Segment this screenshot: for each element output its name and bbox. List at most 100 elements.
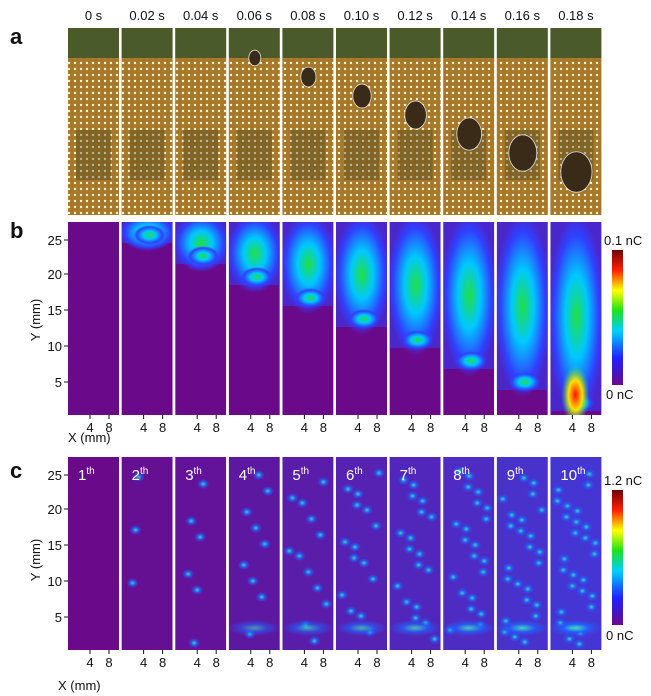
charge-band (550, 620, 602, 636)
charge-spot (132, 472, 145, 482)
heatmap (443, 222, 495, 415)
x-tick-label: 4 (569, 420, 576, 435)
heatmap (336, 222, 387, 415)
cycle-number: 3 (185, 467, 193, 484)
charge-spot (367, 574, 379, 584)
x-tick-label: 8 (159, 655, 166, 670)
charge-spot (463, 471, 476, 481)
charge-spot (469, 540, 482, 550)
charge-spot (308, 636, 321, 646)
charge-spot (453, 466, 466, 476)
charge-spot (373, 468, 385, 478)
charge-spot (471, 498, 484, 508)
x-tick-label: 4 (462, 655, 469, 670)
photo (175, 58, 227, 215)
charge-spot (361, 505, 373, 515)
photo-top (443, 28, 495, 58)
y-tick-label: 5 (55, 375, 62, 390)
x-tick-label: 8 (373, 420, 380, 435)
charge-band (336, 620, 387, 636)
charge-spot (404, 533, 417, 543)
x-tick-label: 8 (213, 420, 220, 435)
x-tick-label: 4 (569, 655, 576, 670)
charge-spot (511, 579, 524, 589)
cycle-suffix: th (194, 466, 202, 477)
x-tick-label: 8 (481, 420, 488, 435)
charge-spot (351, 500, 363, 510)
x-tick-label: 8 (534, 655, 541, 670)
photo-top (336, 28, 387, 58)
x-tick-label: 4 (408, 655, 415, 670)
cycle-suffix: th (354, 466, 362, 477)
charge-spot (567, 570, 580, 580)
colorbar-label: 0.1 nC (604, 233, 642, 248)
charge-spot (358, 558, 370, 568)
plume-front (187, 246, 220, 266)
photo-shade (397, 130, 433, 180)
colorbar (612, 250, 623, 385)
charge-spot (456, 588, 469, 598)
plume-front (348, 309, 380, 329)
photo-shade (236, 130, 272, 180)
charge-spot (533, 547, 546, 557)
charge-spot (255, 592, 268, 602)
cycle-suffix: th (301, 466, 309, 477)
photo-top (496, 28, 548, 58)
charge-spot (311, 583, 324, 593)
charge-spot (342, 484, 354, 494)
plume (443, 222, 495, 377)
x-tick-label: 4 (515, 420, 522, 435)
photo (389, 58, 441, 215)
heatmap-bg (175, 457, 227, 650)
x-tick-label: 4 (194, 420, 201, 435)
charge-band (443, 620, 495, 636)
y-tick-label: 15 (48, 303, 62, 318)
charge-spot (560, 512, 573, 522)
plume (336, 222, 387, 335)
photo-top (282, 28, 334, 58)
charge-level (121, 457, 173, 650)
heatmap (496, 222, 548, 415)
charge-spot (478, 556, 491, 566)
charge-spot (406, 491, 419, 501)
cycle-suffix: th (462, 466, 470, 477)
x-tick-label: 4 (515, 655, 522, 670)
time-label: 0 s (85, 8, 103, 23)
charge-spot (576, 586, 589, 596)
heatmap (121, 222, 173, 415)
photo (121, 58, 173, 215)
charge-spot (317, 477, 330, 487)
cycle-number: 2 (132, 467, 140, 484)
charge-spot (397, 475, 410, 485)
charge-spot (349, 542, 361, 552)
photo (68, 58, 119, 215)
charge-band (282, 620, 334, 636)
charge-spot (413, 549, 426, 559)
cycle-label: 3th (185, 466, 202, 484)
x-tick-label: 4 (301, 655, 308, 670)
cycle-suffix: th (86, 466, 94, 477)
heatmap (282, 457, 334, 650)
x-tick-label: 4 (194, 655, 201, 670)
droplet (404, 100, 427, 130)
charge-spot (194, 532, 207, 542)
cycle-suffix: th (577, 466, 585, 477)
x-tick-label: 4 (247, 655, 254, 670)
charge-spot (518, 637, 531, 647)
charge-spot (502, 563, 515, 573)
droplet (352, 83, 372, 109)
x-tick-label: 4 (86, 420, 93, 435)
charge-spot (302, 567, 315, 577)
charge-spot (283, 546, 296, 556)
charge-spot (577, 575, 590, 585)
x-tick-label: 8 (373, 655, 380, 670)
cycle-number: 7 (400, 467, 408, 484)
cycle-number: 1 (78, 467, 86, 484)
charge-spot (261, 486, 274, 496)
charge-spot (475, 609, 488, 619)
time-label: 0.12 s (397, 8, 433, 23)
charge-spot (514, 526, 527, 536)
charge-spot (459, 535, 472, 545)
charge-spot (460, 524, 473, 534)
